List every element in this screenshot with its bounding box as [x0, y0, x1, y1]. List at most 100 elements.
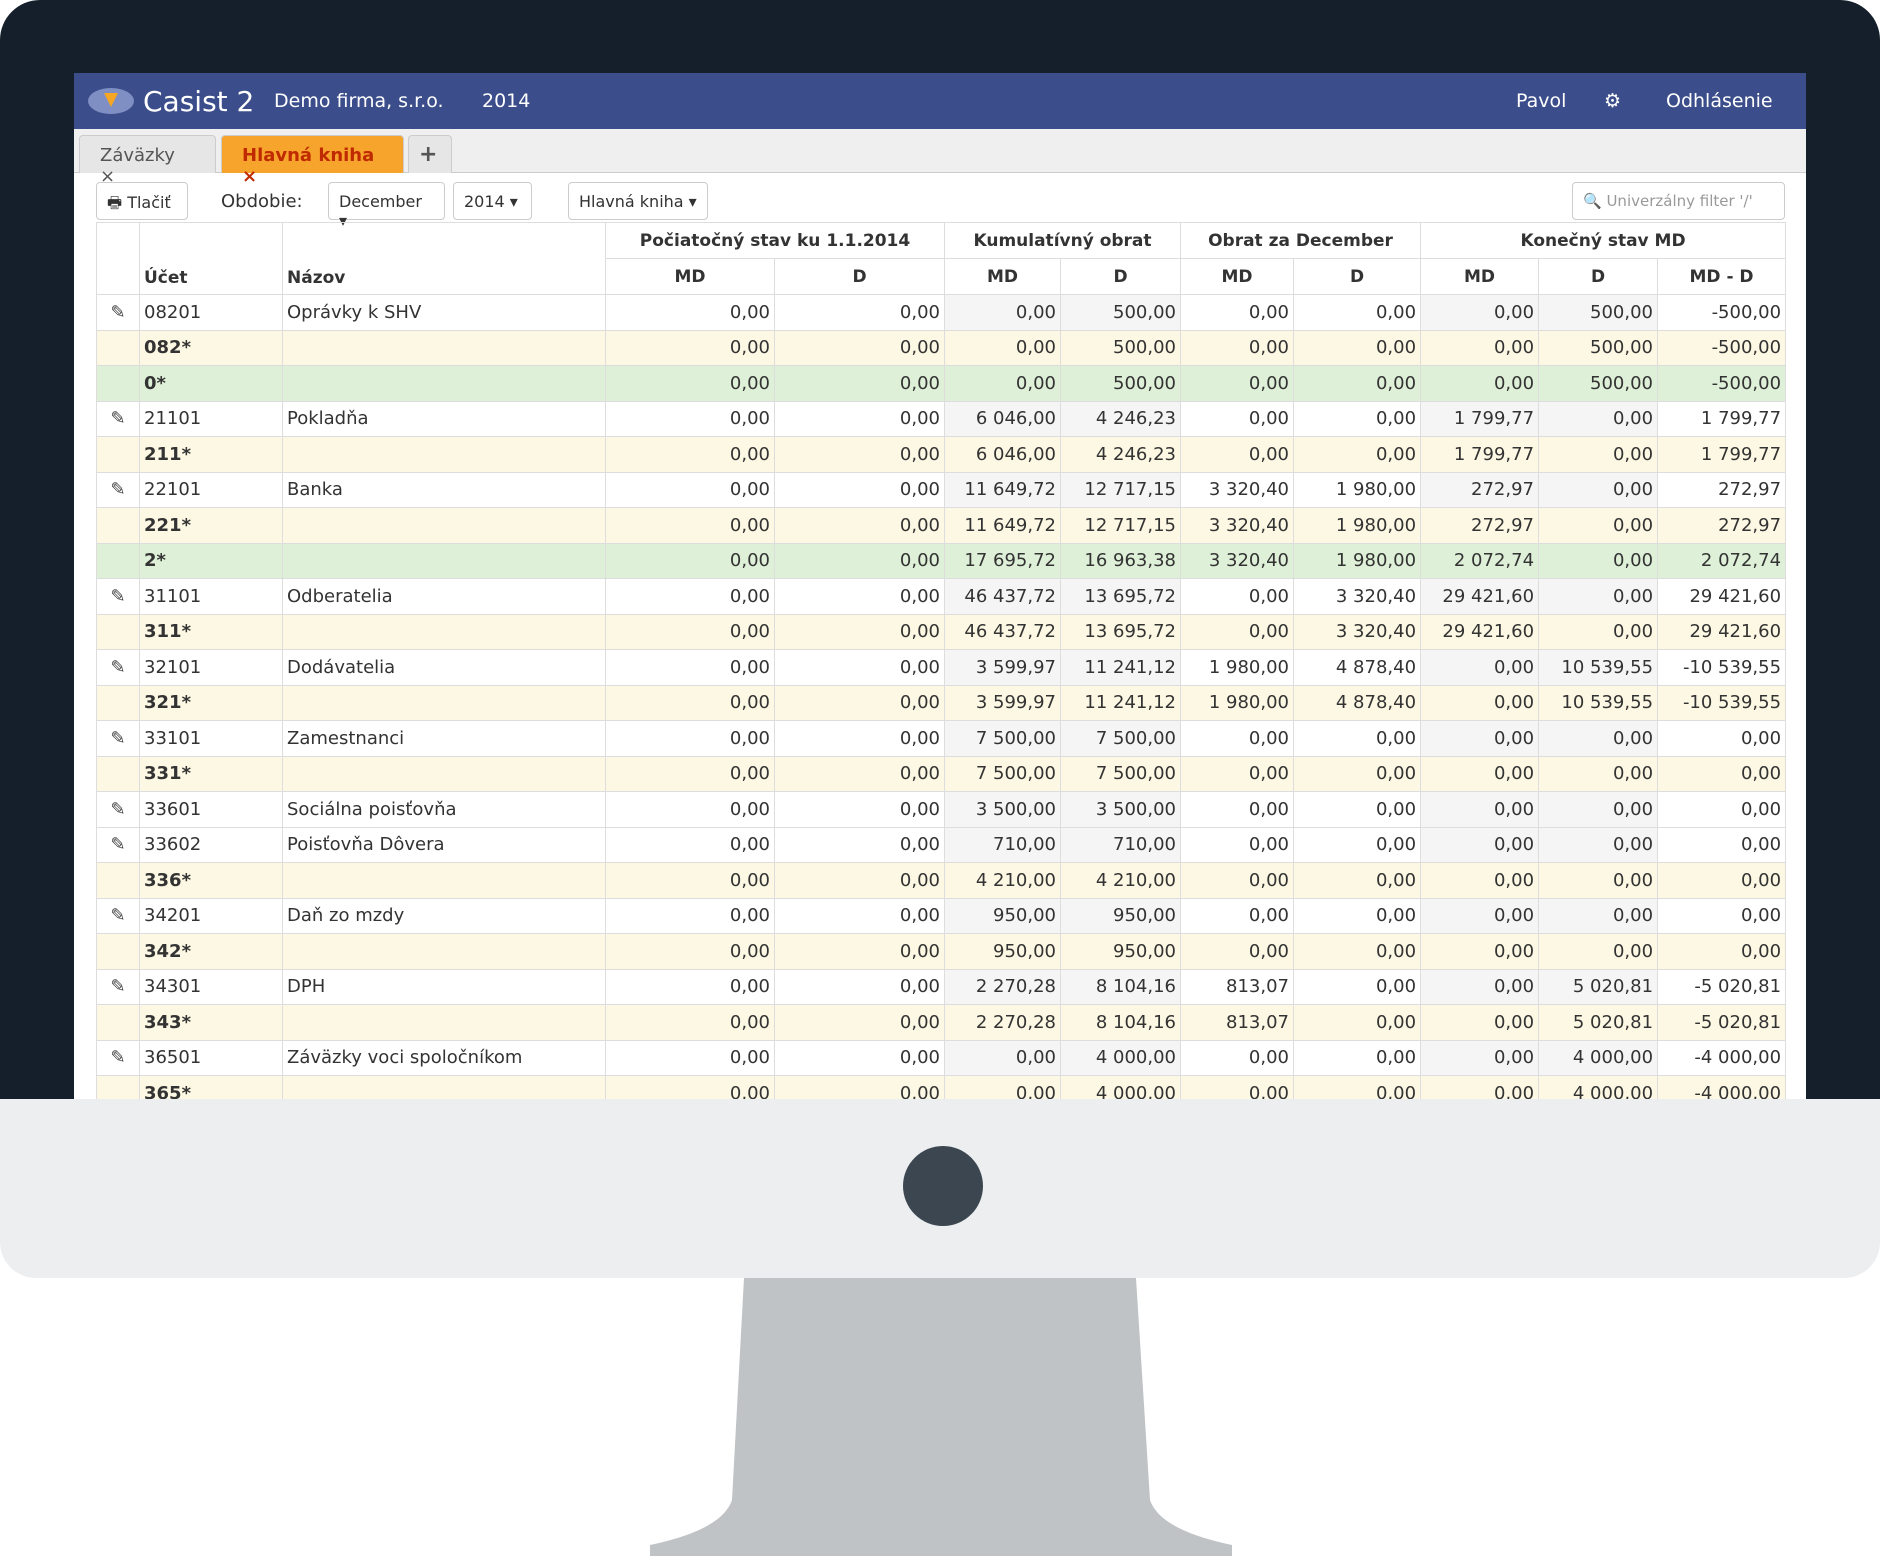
amount: 0,00 — [1538, 933, 1659, 970]
amount: 0,00 — [605, 897, 775, 934]
account-name: Zamestnanci — [282, 720, 606, 757]
account-name — [282, 933, 606, 970]
amount: 0,00 — [1292, 933, 1422, 970]
amount: 1 980,00 — [1180, 649, 1294, 686]
column-header: D — [1060, 258, 1181, 295]
amount: 2 270,28 — [944, 1004, 1061, 1041]
amount: 0,00 — [1180, 720, 1294, 757]
amount: -10 539,55 — [1657, 684, 1787, 721]
amount: 0,00 — [1180, 1039, 1294, 1076]
amount: 0,00 — [774, 507, 945, 544]
amount: 0,00 — [1657, 720, 1787, 757]
account-name: Dodávatelia — [282, 649, 606, 686]
amount: 0,00 — [605, 649, 775, 686]
amount: 0,00 — [605, 329, 775, 366]
edit-cell[interactable]: ✎ — [96, 471, 140, 508]
edit-cell — [96, 755, 140, 792]
amount: 0,00 — [774, 436, 945, 473]
logout[interactable]: Odhlásenie — [1666, 90, 1773, 112]
amount: 4 878,40 — [1292, 649, 1422, 686]
month-select[interactable]: December ▾ — [328, 182, 445, 230]
account-row: ✎ 08201 Oprávky k SHV 0,00 0,00 0,00 500,00 0,0… — [96, 294, 1787, 331]
amount: 0,00 — [1420, 1004, 1540, 1041]
logo-icon — [88, 88, 134, 114]
amount: 0,00 — [1538, 720, 1659, 757]
amount: 0,00 — [605, 542, 775, 579]
tab-active[interactable]: Hlavná kniha × — [221, 135, 404, 187]
summary-row: 331* 0,00 0,00 7 500,00 7 500,00 0,00 0,00 0,00… — [96, 755, 1787, 792]
amount: 0,00 — [944, 1039, 1061, 1076]
amount: 0,00 — [774, 542, 945, 579]
amount: 6 046,00 — [944, 400, 1061, 437]
edit-cell[interactable]: ✎ — [96, 1039, 140, 1076]
account-name — [282, 684, 606, 721]
amount: 11 241,12 — [1060, 684, 1181, 721]
amount: 0,00 — [1420, 933, 1540, 970]
amount: 6 046,00 — [944, 436, 1061, 473]
logo-text[interactable]: Casist 2 — [143, 85, 255, 118]
header-row: Účet Názov Počiatočný stav ku 1.1.2014 Kumu… — [96, 222, 1787, 295]
amount: 4 878,40 — [1292, 684, 1422, 721]
filter-placeholder: Univerzálny filter '/' — [1606, 192, 1753, 210]
amount: 11 649,72 — [944, 507, 1061, 544]
edit-cell[interactable]: ✎ — [96, 968, 140, 1005]
settings-icon[interactable]: ⚙ — [1604, 90, 1622, 112]
edit-cell[interactable]: ✎ — [96, 897, 140, 934]
account-name — [282, 436, 606, 473]
print-label: Tlačiť — [127, 193, 171, 212]
tab-label: Záväzky — [100, 145, 175, 166]
amount: 29 421,60 — [1657, 578, 1787, 615]
filter-input[interactable]: 🔍 Univerzálny filter '/' — [1572, 182, 1785, 220]
amount: 0,00 — [774, 755, 945, 792]
amount: 0,00 — [1538, 436, 1659, 473]
summary-row: 0* 0,00 0,00 0,00 500,00 0,00 0,00 0,00 500,00 -5… — [96, 365, 1787, 402]
print-button[interactable]: 🖶 Tlačiť — [96, 182, 188, 220]
amount: 0,00 — [1292, 1004, 1422, 1041]
edit-cell[interactable]: ✎ — [96, 791, 140, 828]
amount: 0,00 — [605, 720, 775, 757]
amount: 2 072,74 — [1657, 542, 1787, 579]
amount: 0,00 — [1292, 294, 1422, 331]
amount: 10 539,55 — [1538, 684, 1659, 721]
year[interactable]: 2014 — [482, 90, 531, 112]
amount: 0,00 — [774, 649, 945, 686]
edit-cell[interactable]: ✎ — [96, 294, 140, 331]
edit-cell[interactable]: ✎ — [96, 649, 140, 686]
tab[interactable]: Záväzky × — [79, 135, 216, 187]
amount: 0,00 — [1292, 791, 1422, 828]
edit-cell[interactable]: ✎ — [96, 720, 140, 757]
amount: 0,00 — [774, 684, 945, 721]
account: 34301 — [139, 968, 283, 1005]
amount: -500,00 — [1657, 329, 1787, 366]
edit-cell[interactable]: ✎ — [96, 578, 140, 615]
amount: 0,00 — [1292, 329, 1422, 366]
year-select[interactable]: 2014 ▾ — [453, 182, 532, 220]
amount: 0,00 — [605, 365, 775, 402]
column-header: Názov — [287, 268, 346, 288]
amount: 0,00 — [1180, 933, 1294, 970]
edit-cell — [96, 365, 140, 402]
amount: 0,00 — [1180, 897, 1294, 934]
amount: 0,00 — [605, 1075, 775, 1099]
edit-cell[interactable]: ✎ — [96, 826, 140, 863]
company-select[interactable]: Demo firma, s.r.o. — [274, 90, 444, 112]
group-header: Konečný stav MD — [1420, 222, 1787, 259]
amount: 710,00 — [944, 826, 1061, 863]
view-select[interactable]: Hlavná kniha ▾ — [568, 182, 708, 220]
amount: 7 500,00 — [1060, 755, 1181, 792]
column-header: MD — [944, 258, 1061, 295]
amount: 0,00 — [1292, 755, 1422, 792]
tab-bar: Záväzky × Hlavná kniha × + — [74, 129, 1806, 187]
amount: 0,00 — [605, 862, 775, 899]
amount: 0,00 — [1420, 329, 1540, 366]
amount: 0,00 — [605, 933, 775, 970]
summary-row: 336* 0,00 0,00 4 210,00 4 210,00 0,00 0,00 0,00… — [96, 862, 1787, 899]
amount: 272,97 — [1420, 507, 1540, 544]
amount: 4 246,23 — [1060, 436, 1181, 473]
add-tab[interactable]: + — [408, 135, 452, 173]
user[interactable]: Pavol — [1516, 90, 1567, 112]
navbar: Casist 2 Demo firma, s.r.o. 2014 Pavol ⚙… — [74, 73, 1806, 129]
amount: 0,00 — [1420, 826, 1540, 863]
edit-cell[interactable]: ✎ — [96, 400, 140, 437]
account-row: ✎ 34301 DPH 0,00 0,00 2 270,28 8 104,16 813,07 0… — [96, 968, 1787, 1005]
